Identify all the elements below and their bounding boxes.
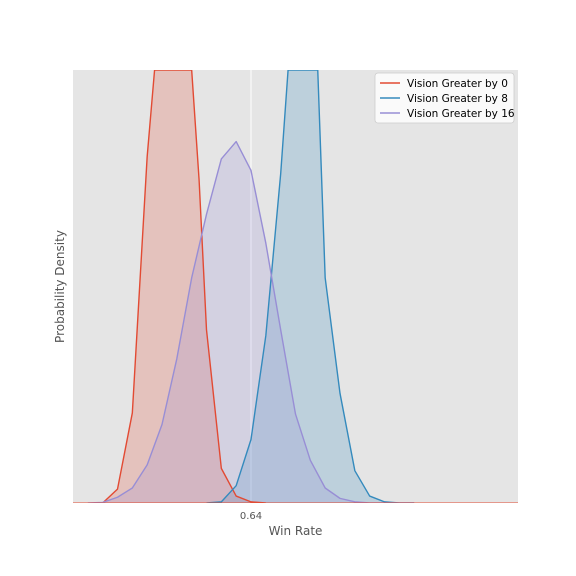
density-line-series-1: [206, 70, 415, 503]
density-area-series-1: [206, 70, 415, 503]
density-area-series-2: [87, 141, 415, 503]
x-axis-label: Win Rate: [269, 524, 323, 538]
axis-layer: Win Rate Probability Density 0.64: [53, 230, 322, 538]
legend-box: [374, 72, 515, 124]
x-tick-label: 0.64: [240, 511, 262, 522]
density-area-series-0: [102, 70, 266, 503]
density-line-series-0: [102, 70, 266, 503]
area-layer: [87, 70, 415, 503]
y-axis-label: Probability Density: [53, 230, 67, 343]
legend-label: Vision Greater by 0: [407, 78, 508, 90]
line-layer: [73, 70, 518, 503]
legend-label: Vision Greater by 16: [407, 108, 515, 120]
plot-background: [73, 70, 518, 503]
legend: Vision Greater by 0 Vision Greater by 8 Vi…: [374, 72, 515, 124]
legend-label: Vision Greater by 8: [407, 93, 508, 105]
density-line-series-2: [87, 140, 415, 503]
